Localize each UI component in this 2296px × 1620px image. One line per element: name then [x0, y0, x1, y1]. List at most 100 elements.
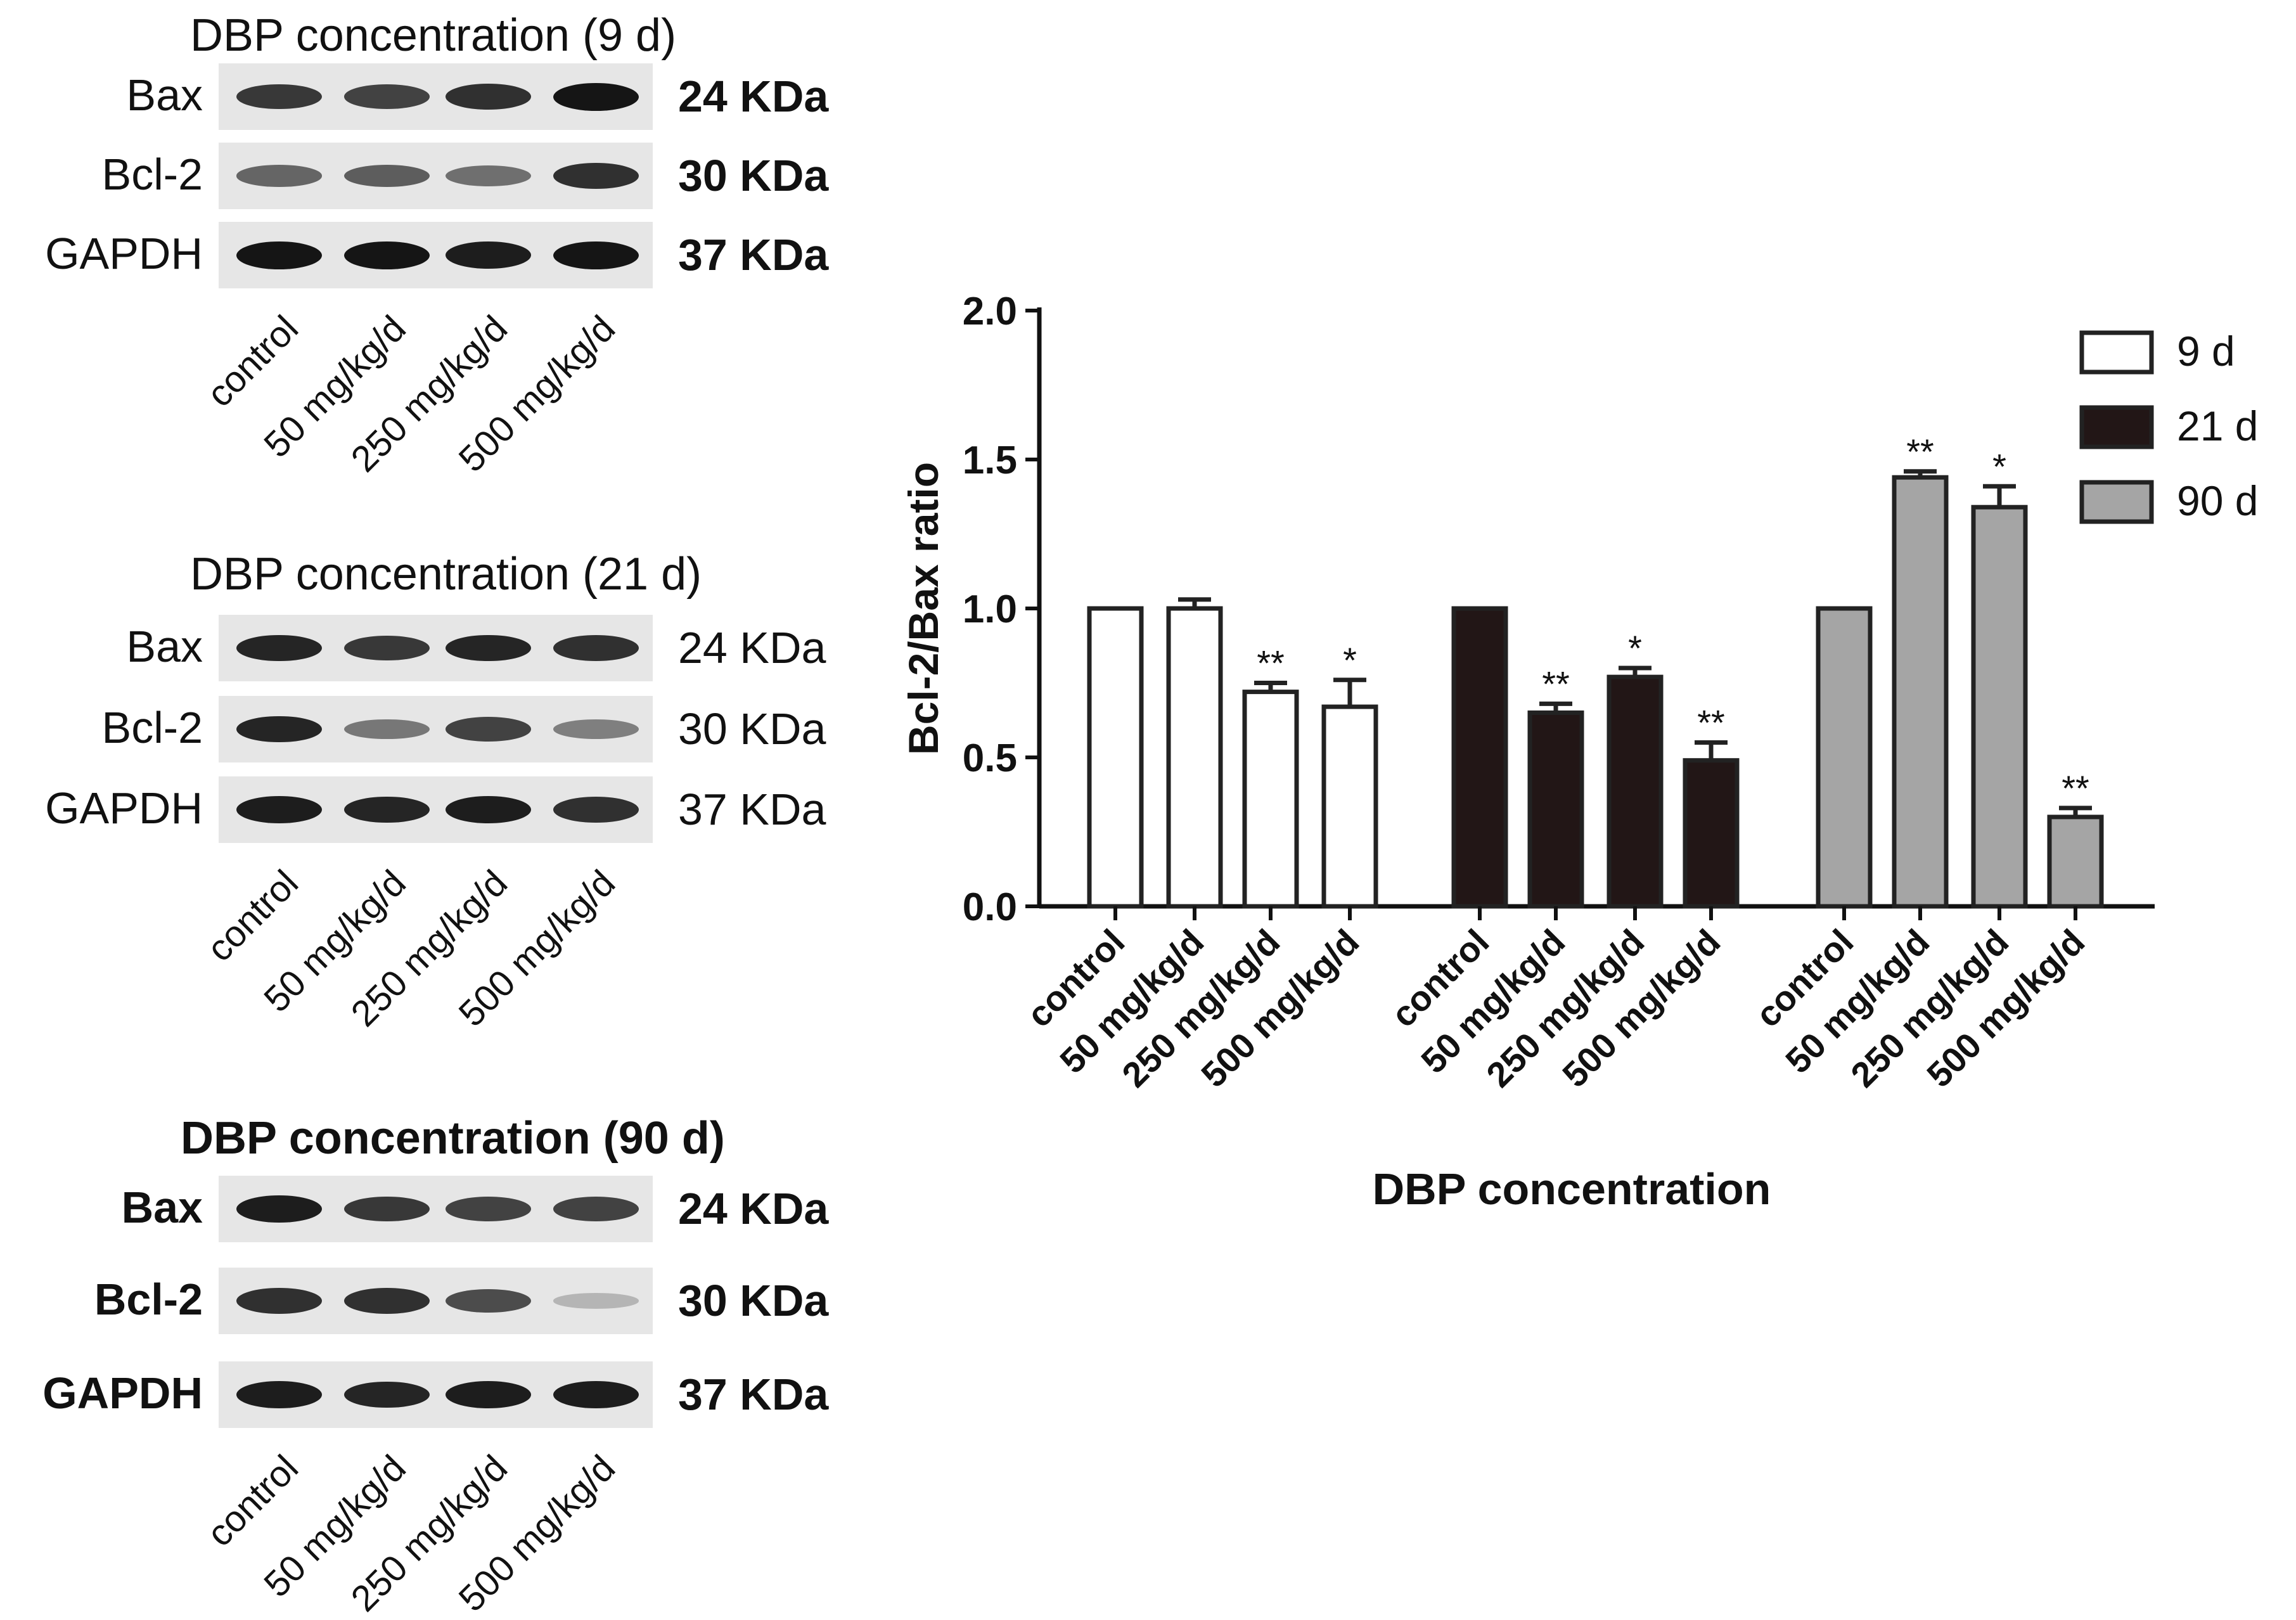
bar [1321, 704, 1378, 909]
protein-band [343, 241, 430, 269]
protein-band [553, 1293, 639, 1309]
protein-band [236, 165, 322, 187]
significance-marker: * [1343, 640, 1357, 680]
y-tick-label: 1.5 [963, 439, 1017, 482]
protein-band [445, 1197, 531, 1221]
molecular-weight-label: 24 KDa [678, 623, 826, 672]
molecular-weight-label: 37 KDa [678, 785, 826, 834]
bar [1242, 690, 1299, 909]
legend-swatch [2079, 330, 2154, 375]
blot-row-label: Bax [126, 622, 203, 671]
blot-strip [219, 1361, 653, 1428]
protein-band [236, 84, 322, 110]
molecular-weight-label: 30 KDa [678, 151, 829, 200]
lane-label: control [198, 1447, 306, 1555]
protein-band [343, 1381, 430, 1408]
protein-band [343, 796, 430, 823]
protein-band [445, 1289, 531, 1313]
molecular-weight-label: 37 KDa [678, 230, 829, 280]
protein-band [236, 634, 322, 662]
molecular-weight-label: 30 KDa [678, 1276, 829, 1325]
protein-band [445, 1381, 531, 1408]
blot-row-label: GAPDH [45, 229, 203, 278]
bar [1087, 606, 1144, 909]
protein-band [445, 165, 531, 186]
bar [1166, 606, 1223, 909]
molecular-weight-label: 24 KDa [678, 1184, 829, 1233]
significance-marker: * [1628, 628, 1642, 668]
legend-label: 21 d [2177, 402, 2258, 449]
blot-strip [219, 143, 653, 209]
protein-band [236, 1381, 322, 1408]
protein-band [236, 1288, 322, 1314]
protein-band [236, 241, 322, 269]
molecular-weight-label: 24 KDa [678, 72, 829, 121]
protein-band [553, 1197, 639, 1221]
protein-band [553, 719, 639, 739]
blot-row-label: Bcl-2 [101, 703, 203, 752]
y-axis-title: Bcl-2/Bax ratio [900, 462, 947, 755]
protein-band [343, 635, 430, 661]
significance-marker: ** [1697, 703, 1725, 743]
bar [1892, 475, 1949, 909]
x-axis-title: DBP concentration [1373, 1164, 1771, 1214]
protein-band [343, 164, 430, 188]
protein-band [553, 635, 639, 661]
protein-band [236, 796, 322, 823]
blot-row-label: Bcl-2 [101, 150, 203, 199]
bar [1607, 674, 1664, 909]
molecular-weight-label: 30 KDa [678, 704, 826, 754]
blot-panel-title: DBP concentration (9 d) [190, 10, 677, 61]
protein-band [343, 1288, 430, 1314]
lane-label: control [198, 862, 306, 970]
protein-band [553, 1381, 639, 1408]
protein-band [445, 796, 531, 823]
protein-band [553, 163, 639, 189]
blot-row-label: GAPDH [45, 783, 203, 833]
molecular-weight-label: 37 KDa [678, 1370, 829, 1419]
bar [1527, 710, 1584, 909]
y-tick-label: 1.0 [963, 588, 1017, 631]
protein-band [343, 1196, 430, 1222]
legend-label: 9 d [2177, 328, 2235, 375]
lane-label: control [198, 307, 306, 415]
blot-panel-title: DBP concentration (21 d) [190, 549, 702, 600]
y-tick-label: 0.5 [963, 736, 1017, 780]
protein-band [553, 241, 639, 269]
y-tick-label: 2.0 [963, 290, 1017, 333]
legend-label: 90 d [2177, 477, 2258, 524]
significance-marker: ** [1542, 664, 1570, 704]
blot-strip [219, 1176, 653, 1242]
blot-strip [219, 776, 653, 843]
protein-band [445, 84, 531, 110]
protein-band [236, 716, 322, 743]
protein-band [236, 1195, 322, 1223]
y-tick-label: 0.0 [963, 885, 1017, 929]
blot-row-label: Bax [121, 1183, 203, 1232]
legend-swatch [2079, 405, 2154, 449]
protein-band [445, 241, 531, 269]
blot-strip [219, 615, 653, 681]
protein-band [445, 717, 531, 742]
blot-row-label: Bcl-2 [94, 1275, 203, 1324]
protein-band [553, 797, 639, 823]
significance-marker: ** [1257, 643, 1285, 683]
significance-marker: ** [2062, 768, 2089, 808]
protein-band [553, 82, 639, 111]
blot-strip [219, 696, 653, 762]
bar [1971, 505, 2028, 909]
protein-band [343, 84, 430, 109]
blot-panel-title: DBP concentration (90 d) [181, 1113, 725, 1164]
bar [1816, 606, 1873, 909]
protein-band [343, 719, 430, 740]
bar [2047, 814, 2104, 909]
blot-row-label: Bax [126, 70, 203, 120]
blot-strip [219, 222, 653, 288]
significance-marker: ** [1906, 432, 1934, 472]
significance-marker: * [1992, 446, 2006, 486]
bar [1683, 758, 1740, 909]
blot-strip [219, 1268, 653, 1334]
blot-row-label: GAPDH [42, 1368, 203, 1418]
protein-band [445, 634, 531, 662]
